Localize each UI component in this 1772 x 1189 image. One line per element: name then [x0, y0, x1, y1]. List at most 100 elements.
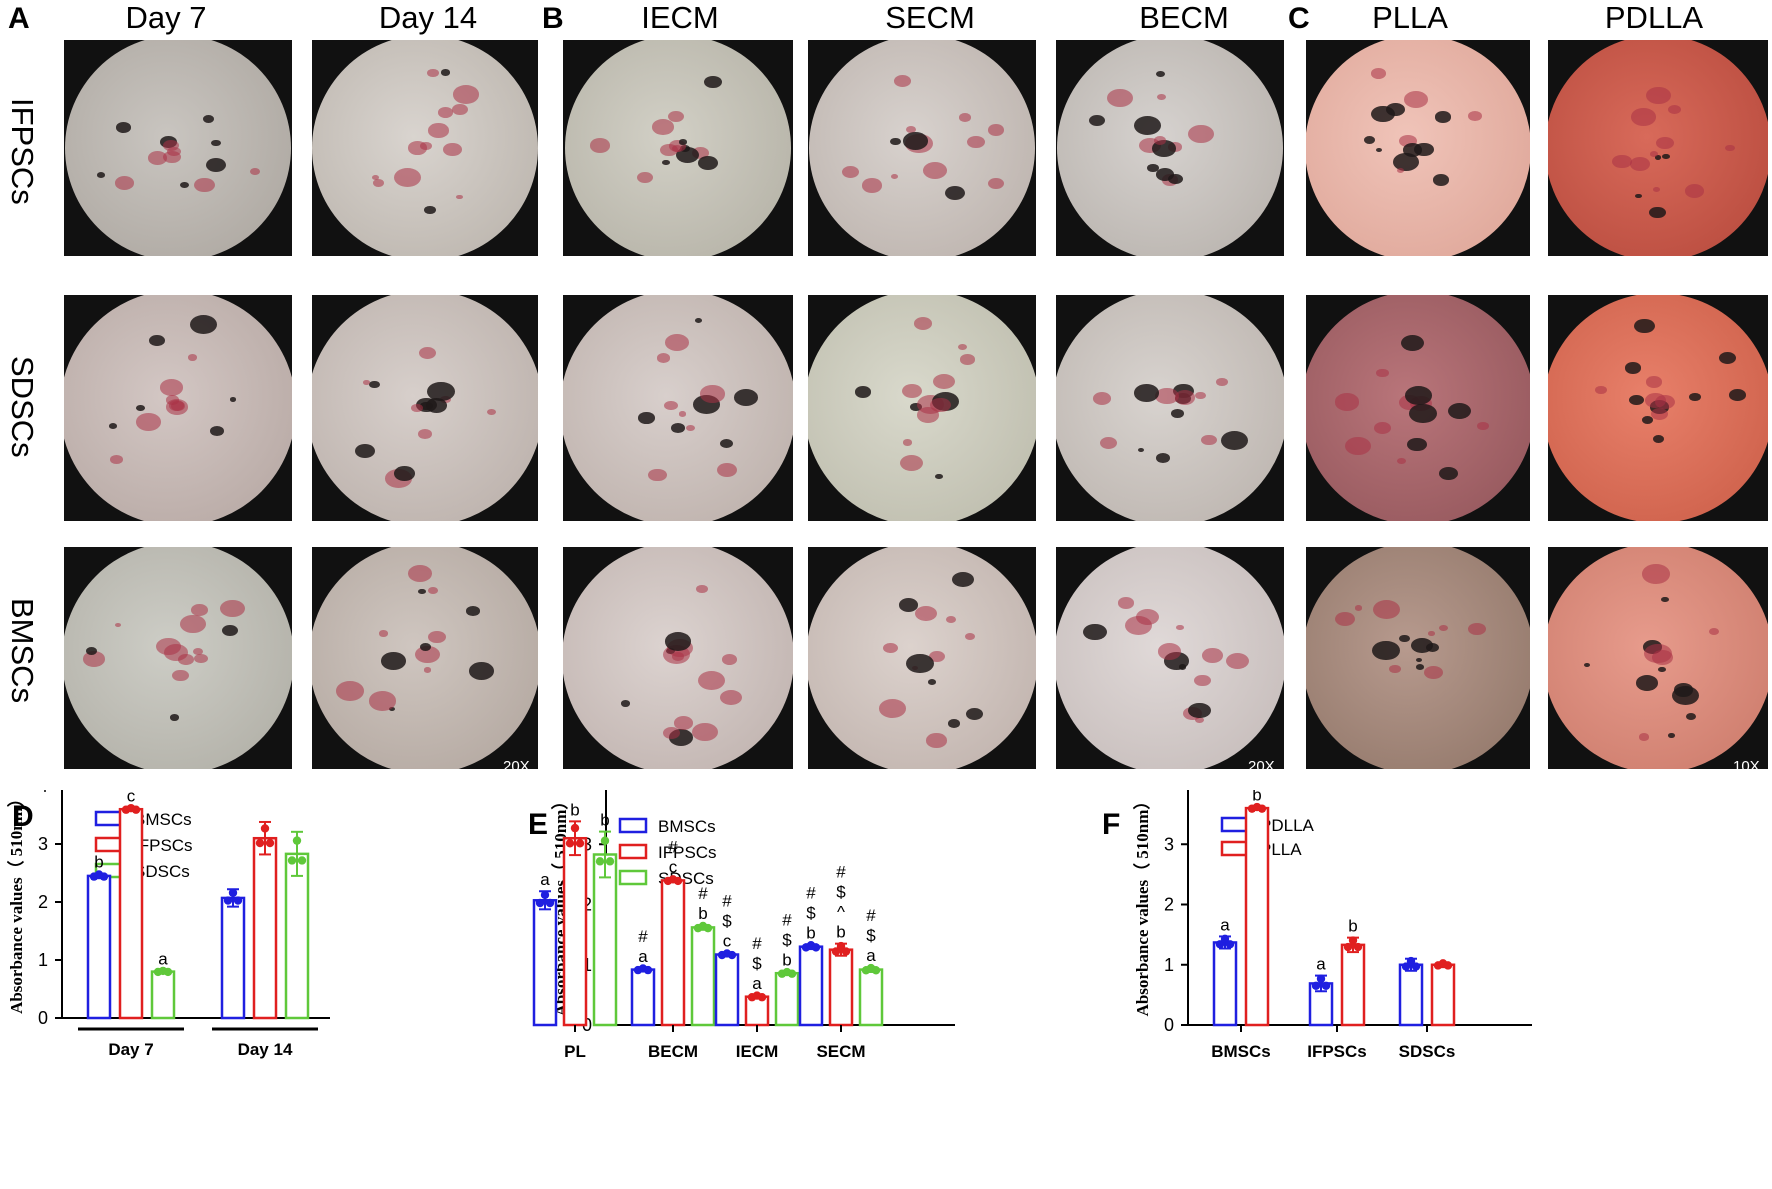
y-axis-label: Absorbance values（ 510nm） [6, 790, 26, 1014]
data-point [545, 898, 555, 908]
bar [828, 948, 854, 1027]
bar [118, 807, 144, 1020]
micrograph-image [1056, 547, 1284, 769]
stain-spot [426, 68, 439, 78]
stain-spot [1099, 436, 1118, 449]
micrograph-image [312, 547, 538, 769]
data-point [1348, 936, 1358, 945]
stain-spot [660, 144, 678, 157]
bar [1340, 943, 1366, 1027]
stain-spot [1725, 144, 1736, 152]
bar [744, 995, 770, 1027]
stain-spot [407, 565, 432, 582]
stain-spot [135, 413, 162, 431]
stain-spot [685, 424, 695, 432]
significance-label: $ [782, 930, 792, 949]
stain-spot [733, 389, 758, 407]
legend-swatch [618, 817, 648, 834]
stain-spot [423, 667, 432, 673]
stain-spot [1401, 335, 1425, 352]
stain-spot [878, 698, 906, 718]
stain-spot [441, 69, 451, 76]
category-label: IFPSCs [1307, 1042, 1367, 1061]
legend-swatch [94, 836, 124, 853]
stain-spot [1468, 622, 1487, 636]
stain-spot [1155, 168, 1174, 181]
stain-spot [964, 632, 976, 641]
stain-spot [913, 317, 933, 331]
stain-spot [1363, 135, 1376, 144]
stain-spot [656, 353, 671, 363]
stain-spot [1595, 386, 1607, 395]
stain-spot [589, 138, 611, 153]
col-head-iecm: IECM [641, 0, 719, 35]
category-label: BECM [648, 1042, 698, 1061]
stain-spot [1649, 151, 1659, 158]
stain-spot [928, 650, 946, 663]
micrograph-image [1548, 40, 1768, 256]
stain-spot [1354, 605, 1363, 611]
stain-spot [700, 385, 725, 403]
micrograph-image [563, 40, 793, 256]
stain-spot [172, 669, 189, 681]
stain-spot [698, 670, 726, 690]
y-tick-label: 3 [1164, 834, 1174, 854]
stain-spot [1107, 88, 1134, 108]
panel-letter-c: C [1288, 2, 1310, 35]
data-point [841, 947, 851, 956]
bar [1212, 941, 1238, 1027]
stain-spot [355, 443, 375, 458]
stain-spot [1137, 447, 1145, 453]
panel-letter-e: E [528, 808, 549, 841]
stain-spot [394, 466, 416, 481]
row-head-sdscs: SDSCs [5, 356, 40, 458]
bar [532, 899, 558, 1027]
stain-spot [1633, 318, 1655, 334]
stain-spot [114, 623, 122, 628]
stain-spot [1220, 431, 1248, 451]
legend-label: SDSCs [134, 862, 190, 881]
stain-spot [424, 205, 437, 214]
stain-spot [466, 606, 480, 616]
data-point [575, 839, 585, 848]
legend-swatch [1220, 816, 1250, 833]
stain-spot [1174, 390, 1196, 406]
y-tick-label: 0 [1164, 1015, 1174, 1035]
stain-spot [721, 654, 737, 665]
stain-spot [147, 151, 167, 165]
stain-spot [891, 173, 899, 179]
stain-spot [417, 588, 426, 595]
stain-spot [1118, 597, 1135, 609]
stain-spot [189, 314, 217, 334]
micrograph-field [1306, 547, 1530, 769]
stain-spot [668, 111, 684, 123]
stain-spot [883, 642, 899, 654]
data-point [1257, 804, 1267, 813]
significance-label: b [94, 853, 103, 872]
stain-spot [670, 422, 685, 433]
stain-spot [1396, 458, 1406, 465]
stain-spot [719, 689, 742, 706]
stain-spot [1423, 665, 1443, 679]
stain-spot [1155, 71, 1165, 78]
significance-label: b [570, 800, 579, 819]
category-label: Day 7 [108, 1040, 153, 1059]
stain-spot [1334, 393, 1360, 411]
panel-letter-f: F [1102, 808, 1121, 841]
col-head-day14: Day 14 [378, 0, 478, 35]
data-point [600, 836, 610, 845]
data-point [811, 943, 821, 952]
stain-spot [933, 374, 955, 390]
stain-spot [1645, 86, 1671, 104]
bar [150, 970, 176, 1020]
stain-spot [898, 598, 918, 612]
stain-spot [1407, 437, 1427, 452]
significance-label: c [723, 932, 732, 951]
y-tick-label: 0 [38, 1008, 48, 1028]
stain-spot [163, 139, 180, 151]
stain-spot [170, 714, 180, 721]
micrograph-image [563, 547, 793, 769]
stain-spot [662, 159, 670, 166]
stain-spot [394, 168, 422, 187]
y-axis-label: Absorbance values（ 510nm） [1132, 793, 1152, 1017]
